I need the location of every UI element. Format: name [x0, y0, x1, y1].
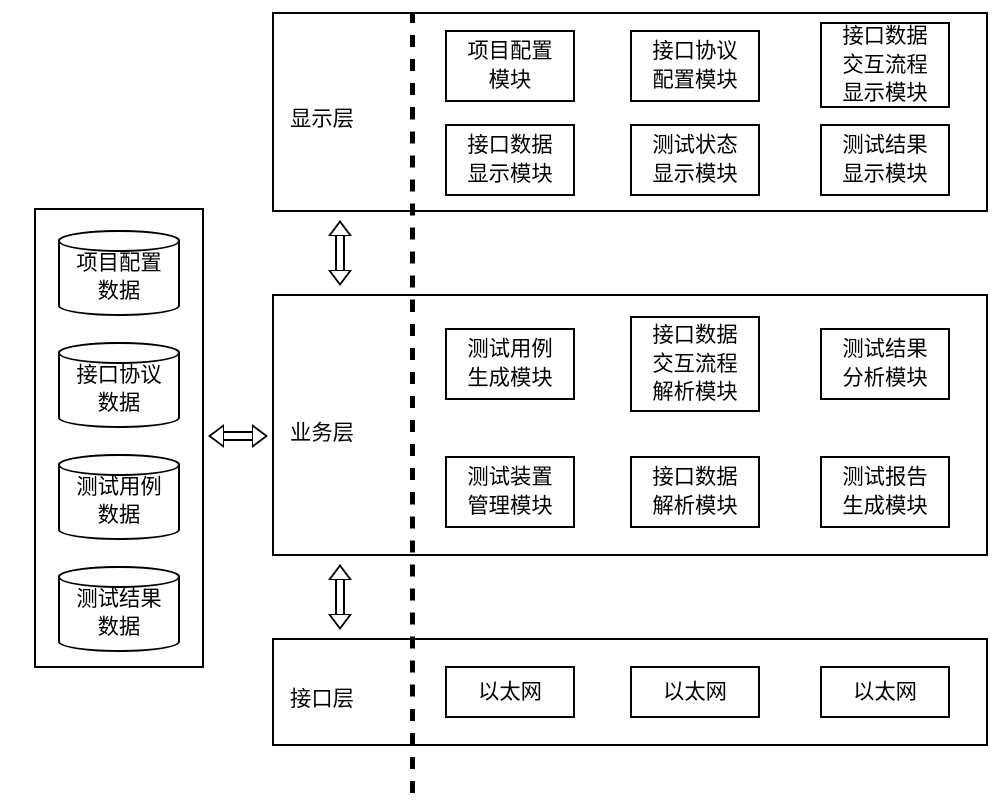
test-device-manage-module: 测试装置管理模块	[445, 456, 575, 528]
interface-layer-label: 接口层	[290, 682, 354, 713]
project-config-data: 项目配置数据	[58, 230, 180, 316]
test-result-analysis-module: 测试结果分析模块	[820, 328, 950, 400]
interface-protocol-data-label: 接口协议数据	[76, 362, 161, 417]
project-config-module: 项目配置模块	[445, 30, 575, 102]
test-result-data: 测试结果数据	[58, 566, 180, 652]
diagram-canvas: 项目配置数据接口协议数据测试用例数据测试结果数据 显示层 项目配置模块接口协议配置模…	[0, 0, 1000, 804]
arrow-display-business	[326, 220, 354, 286]
business-layer-label: 业务层	[290, 416, 354, 447]
test-case-data: 测试用例数据	[58, 454, 180, 540]
interface-protocol-data: 接口协议数据	[58, 342, 180, 428]
interface-protocol-config-module: 接口协议配置模块	[630, 30, 760, 102]
ethernet-2: 以太网	[630, 666, 760, 718]
test-case-generate-module: 测试用例生成模块	[445, 328, 575, 400]
test-result-display-module: 测试结果显示模块	[820, 124, 950, 196]
test-case-data-label: 测试用例数据	[76, 474, 161, 529]
ethernet-3: 以太网	[820, 666, 950, 718]
interface-data-parse-module: 接口数据解析模块	[630, 456, 760, 528]
test-status-display-module: 测试状态显示模块	[630, 124, 760, 196]
interface-data-flow-parse-module: 接口数据交互流程解析模块	[630, 316, 760, 412]
interface-data-flow-display-module: 接口数据交互流程显示模块	[820, 22, 950, 108]
ethernet-1: 以太网	[445, 666, 575, 718]
arrow-business-interface	[326, 564, 354, 630]
vertical-divider	[410, 12, 415, 798]
arrow-data-to-layers	[208, 422, 268, 450]
test-report-generate-module: 测试报告生成模块	[820, 456, 950, 528]
test-result-data-label: 测试结果数据	[76, 586, 161, 641]
interface-data-display-module: 接口数据显示模块	[445, 124, 575, 196]
project-config-data-label: 项目配置数据	[76, 250, 161, 305]
display-layer-label: 显示层	[290, 102, 354, 133]
